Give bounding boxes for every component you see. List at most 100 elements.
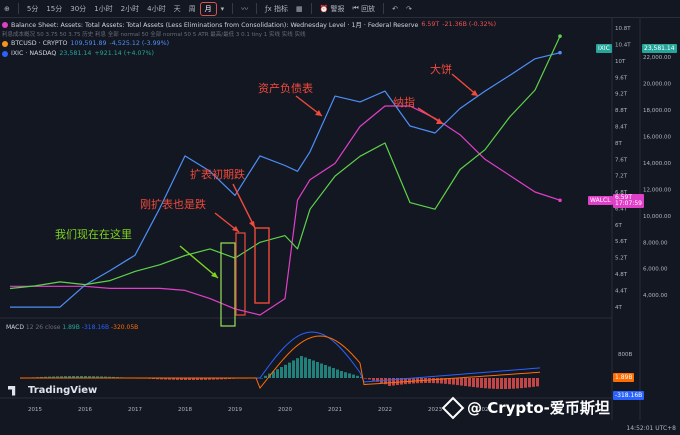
- undo-icon[interactable]: ↶: [392, 4, 398, 13]
- macd-histogram-bar: [472, 378, 475, 388]
- x-axis-tick: 2016: [78, 407, 92, 413]
- macd-params: 12 26 close: [25, 324, 61, 331]
- macd-histogram-bar: [400, 378, 403, 385]
- tf-4h[interactable]: 4小时: [147, 4, 166, 13]
- add-symbol-icon[interactable]: ⊕: [4, 4, 10, 13]
- macd-histogram-bar: [312, 360, 315, 378]
- macd-histogram-bar: [208, 378, 211, 380]
- macd-histogram-bar: [304, 357, 307, 378]
- arrow-head: [436, 118, 443, 124]
- x-axis-tick: 2020: [278, 407, 292, 413]
- macd-histogram-bar: [164, 378, 167, 380]
- macd-histogram-bar: [60, 376, 63, 378]
- macd-histogram-bar: [320, 363, 323, 378]
- macd-value-1: 1.89B: [62, 324, 80, 331]
- macd-histogram-bar: [536, 378, 539, 387]
- tf-2h[interactable]: 2小时: [120, 4, 140, 13]
- macd-histogram-bar: [200, 378, 203, 380]
- ixic-label: IXIC · NASDAQ: [11, 50, 57, 57]
- btc-value: 109,591.89: [70, 40, 107, 47]
- macd-histogram-bar: [180, 378, 183, 380]
- left-price-axis: 4,000.00 6,000.00 8,000.00 10,000.00 12,000.…: [643, 55, 671, 299]
- line-chart-icon[interactable]: 〰: [241, 4, 249, 13]
- macd-legend[interactable]: MACD 12 26 close 1.89B -318.16B -320.05B: [6, 324, 138, 331]
- right-axis-tick: 9.2T: [615, 92, 628, 98]
- macd-histogram-bar: [340, 371, 343, 378]
- tradingview-logo[interactable]: TradingView: [8, 385, 97, 396]
- tf-month[interactable]: 月: [199, 1, 217, 16]
- x-axis-tick: 2015: [28, 407, 42, 413]
- macd-label: MACD: [6, 324, 24, 331]
- toolbar-divider: [383, 3, 385, 14]
- layout-icon[interactable]: ▦: [295, 4, 303, 13]
- tf-1h[interactable]: 1小时: [94, 4, 113, 13]
- macd-histogram-bar: [464, 378, 467, 387]
- legend-ixic[interactable]: IXIC · NASDAQ 23,581.14 +921.14 (+4.07%): [2, 50, 154, 57]
- watermark-text: @ Crypto-爱币斯坦: [467, 399, 610, 417]
- macd-histogram-bar: [328, 366, 331, 378]
- macd-histogram-bar: [372, 378, 375, 381]
- macd-histogram-bar: [476, 378, 479, 388]
- indicators-button[interactable]: ƒx 指标: [265, 4, 288, 13]
- alert-button[interactable]: ⏰ 警报: [319, 4, 345, 13]
- left-axis-tick: 4,000.00: [643, 293, 668, 299]
- left-axis-tick: 16,000.00: [643, 134, 671, 140]
- replay-button[interactable]: ⏮ 回放: [352, 4, 376, 13]
- left-axis-tick: 20,000.00: [643, 82, 671, 88]
- chevron-down-icon[interactable]: ▾: [220, 4, 225, 13]
- annotation-arrow-current: [179, 245, 219, 279]
- tf-5m[interactable]: 5分: [26, 4, 39, 13]
- macd-histogram-bar: [68, 376, 71, 378]
- annotation-just-expanded: 刚扩表也是跌: [140, 197, 206, 211]
- macd-histogram-bar: [368, 378, 371, 380]
- ixic-value: 23,581.14: [59, 50, 92, 57]
- tf-15m[interactable]: 15分: [46, 4, 63, 13]
- replay-icon: ⏮: [352, 4, 362, 12]
- macd-histogram-bar: [524, 378, 527, 388]
- legend-btc[interactable]: BTCUSD · CRYPTO 109,591.89 -4,525.12 (-3…: [2, 40, 169, 47]
- macd-histogram-bar: [88, 376, 91, 378]
- annotation-box-expansion: [235, 232, 246, 316]
- x-axis-tick: 2022: [378, 407, 392, 413]
- macd-tag-bottom: -318.16B: [613, 391, 645, 400]
- right-axis-tick: 8.8T: [615, 108, 628, 114]
- macd-histogram-bar: [364, 378, 367, 379]
- macd-histogram-bar: [496, 378, 499, 389]
- macd-histogram-bar: [204, 378, 207, 380]
- ixic-price-value: 23,581.14: [642, 44, 677, 53]
- tf-day[interactable]: 天: [173, 4, 181, 13]
- macd-histogram-bar: [220, 378, 223, 380]
- macd-histogram-bar: [440, 378, 443, 384]
- binance-icon: [441, 396, 465, 419]
- toolbar-divider: [256, 3, 258, 14]
- macd-histogram-bar: [488, 378, 491, 389]
- redo-icon[interactable]: ↷: [405, 4, 412, 13]
- ixic-change: +921.14 (+4.07%): [94, 50, 154, 57]
- macd-tag-top: 1.89B: [613, 373, 635, 382]
- main-series-value: 6.59T: [421, 21, 440, 28]
- macd-axis-label: 800B: [618, 352, 632, 358]
- legend-main[interactable]: Balance Sheet: Assets: Total Assets: Tot…: [2, 20, 496, 29]
- tf-week[interactable]: 周: [188, 4, 196, 13]
- macd-histogram-bar: [336, 369, 339, 378]
- fx-icon: ƒx: [265, 4, 274, 13]
- right-axis-tick: 4.4T: [615, 288, 628, 294]
- macd-histogram-bar: [344, 372, 347, 378]
- walcl-value: 6.59T: [615, 194, 633, 201]
- macd-histogram-bar: [280, 367, 283, 378]
- x-axis-tick: 2017: [128, 407, 142, 413]
- annotation-expansion-initial: 扩表初期跌: [190, 167, 245, 181]
- macd-histogram-bar: [272, 371, 275, 378]
- series-end-marker: [558, 198, 562, 203]
- macd-histogram-bar: [324, 365, 327, 378]
- tf-30m[interactable]: 30分: [70, 4, 87, 13]
- macd-histogram-bar: [52, 376, 55, 378]
- macd-histogram-bar: [44, 376, 47, 378]
- main-series-title: Balance Sheet: Assets: Total Assets: Tot…: [11, 22, 419, 29]
- macd-histogram-bar: [300, 356, 303, 378]
- macd-histogram-bar: [296, 358, 299, 378]
- right-axis-tick: 6.4T: [615, 206, 628, 212]
- right-axis-tick: 5.6T: [615, 239, 628, 245]
- macd-histogram-bar: [448, 378, 451, 385]
